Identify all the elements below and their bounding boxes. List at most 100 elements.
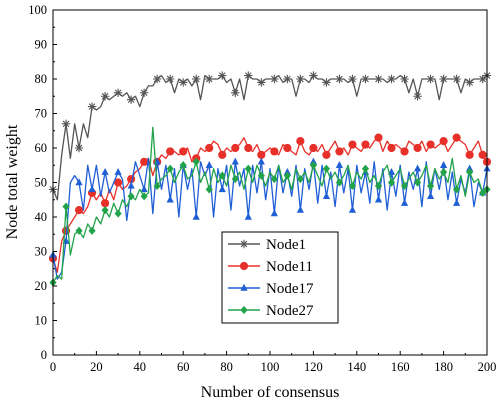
data-point <box>348 140 357 149</box>
data-point <box>257 150 266 159</box>
data-point <box>440 168 448 177</box>
data-point <box>465 78 474 87</box>
data-point <box>374 195 383 203</box>
data-point <box>426 181 435 191</box>
data-point <box>218 150 227 159</box>
data-point <box>478 74 487 84</box>
y-tick-label: 80 <box>35 72 48 86</box>
data-point <box>114 178 123 187</box>
y-tick-label: 30 <box>35 245 48 259</box>
data-point <box>374 181 383 191</box>
legend-swatch-marker <box>239 239 249 249</box>
data-point <box>348 205 357 213</box>
x-tick-label: 120 <box>304 360 323 374</box>
data-point <box>205 143 214 153</box>
data-point <box>400 147 409 156</box>
x-axis: 0 20 40 60 80 100 120 140 160 180 200 <box>50 351 496 374</box>
y-tick-label: 10 <box>35 314 48 328</box>
data-point <box>322 192 331 199</box>
data-point <box>140 157 149 166</box>
data-point <box>296 74 305 84</box>
data-point <box>309 161 317 170</box>
data-point <box>205 185 213 194</box>
data-point <box>270 147 279 156</box>
data-point <box>479 188 487 197</box>
data-point <box>348 74 357 84</box>
data-point <box>244 143 253 153</box>
data-point <box>466 164 474 172</box>
data-point <box>413 143 422 153</box>
data-point <box>166 147 175 156</box>
y-tick-label: 20 <box>35 279 48 293</box>
data-point <box>127 181 135 189</box>
legend-label: Node11 <box>266 259 313 275</box>
data-point <box>231 174 239 184</box>
x-axis-label: Number of consensus <box>201 384 340 401</box>
legend-swatch-marker <box>240 283 248 291</box>
data-point <box>139 88 149 97</box>
data-point <box>387 74 396 84</box>
y-tick-label: 100 <box>28 3 47 17</box>
data-point <box>218 71 227 80</box>
data-point <box>453 185 461 194</box>
data-point <box>113 88 123 97</box>
data-point <box>322 150 331 159</box>
data-point <box>453 199 461 206</box>
legend-swatch-marker <box>239 261 249 271</box>
data-point <box>88 226 96 235</box>
data-point <box>257 171 265 180</box>
data-point <box>413 92 422 101</box>
data-point <box>426 192 435 199</box>
series-line-node27 <box>52 126 488 283</box>
data-point <box>335 161 344 168</box>
data-point <box>466 168 474 177</box>
data-point <box>361 74 370 84</box>
y-tick-label: 70 <box>35 107 48 121</box>
data-point <box>309 157 317 165</box>
data-point <box>192 157 200 166</box>
legend-swatch-marker <box>240 305 248 315</box>
data-point <box>74 143 84 153</box>
data-point <box>75 178 83 186</box>
data-point <box>114 167 122 175</box>
series-node27 <box>49 126 491 287</box>
data-point <box>192 74 201 84</box>
data-point <box>205 74 214 84</box>
data-point <box>61 119 71 129</box>
data-point <box>296 174 304 184</box>
data-point <box>244 212 252 220</box>
data-point <box>322 164 331 173</box>
legend-label: Node17 <box>266 281 314 297</box>
legend-label: Node1 <box>266 237 306 253</box>
data-point <box>335 178 344 187</box>
data-point <box>127 192 135 201</box>
data-point <box>439 74 448 84</box>
data-point <box>101 206 109 215</box>
data-point <box>374 74 383 84</box>
x-tick-label: 40 <box>134 360 147 374</box>
data-point <box>270 209 278 217</box>
data-point <box>283 167 291 175</box>
legend-item-node1: Node1 <box>228 237 306 253</box>
data-point <box>126 95 136 104</box>
data-point <box>192 212 200 220</box>
legend-item-node11: Node11 <box>228 259 313 275</box>
data-point <box>322 78 331 87</box>
data-point <box>166 164 174 173</box>
data-point <box>231 143 240 153</box>
data-point <box>439 137 448 146</box>
legend-label: Node27 <box>266 303 314 319</box>
data-point <box>283 143 292 153</box>
data-point <box>335 74 344 84</box>
data-point <box>218 171 226 180</box>
data-point <box>218 185 226 193</box>
data-point <box>465 150 474 159</box>
data-point <box>400 74 409 84</box>
data-point <box>165 74 175 84</box>
data-point <box>62 202 70 211</box>
y-tick-label: 50 <box>35 176 48 190</box>
x-tick-label: 100 <box>261 360 280 374</box>
data-point <box>309 71 318 80</box>
data-point <box>335 147 344 156</box>
